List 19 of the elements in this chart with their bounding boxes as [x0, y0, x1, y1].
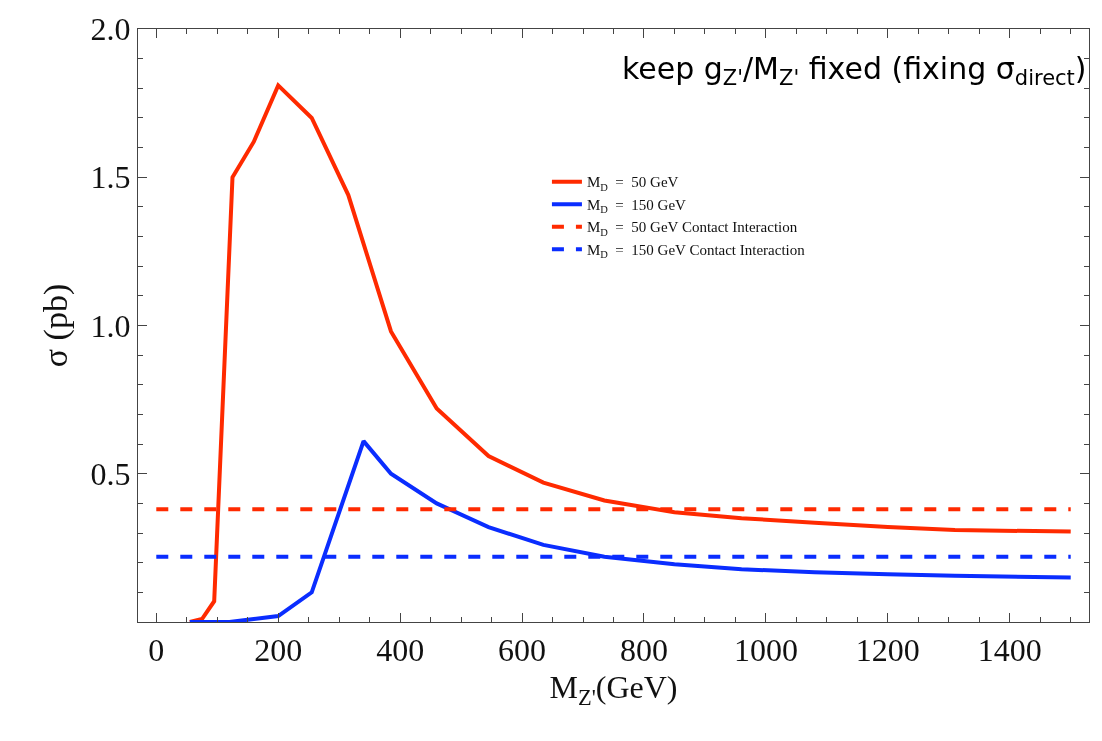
x-tick-label: 800 [619, 632, 668, 669]
legend-label: M$_{D}$ = 50 GeV [586, 174, 679, 193]
y-tick-label: 0.5 [90, 455, 131, 492]
annotation: keep g$_{Z'}$/M$_{Z'}$ fixed (fixing σ$_{direct}$) [622, 51, 1087, 91]
x-tick-label: 0 [148, 632, 165, 669]
x-tick-label: 600 [498, 632, 547, 669]
legend-label: M$_{D}$ = 50 GeV Contact Interaction [586, 219, 798, 238]
legend-label: M$_{D}$ = 150 GeV [586, 196, 687, 216]
x-tick-label: 1200 [855, 632, 920, 669]
x-tick-label: 400 [376, 632, 425, 669]
x-tick-label: 1000 [733, 632, 798, 669]
x-axis-title: M$_{Z'}$(GeV) [549, 669, 678, 711]
y-tick-label: 1.0 [90, 307, 131, 344]
y-axis-title: σ (pb) [37, 283, 76, 368]
legend-label: M$_{D}$ = 150 GeV Contact Interaction [586, 241, 806, 261]
x-tick-label: 1400 [977, 632, 1042, 669]
y-tick-label: 2.0 [90, 11, 131, 48]
x-tick-label: 200 [254, 632, 303, 669]
y-tick-label: 1.5 [90, 159, 131, 196]
